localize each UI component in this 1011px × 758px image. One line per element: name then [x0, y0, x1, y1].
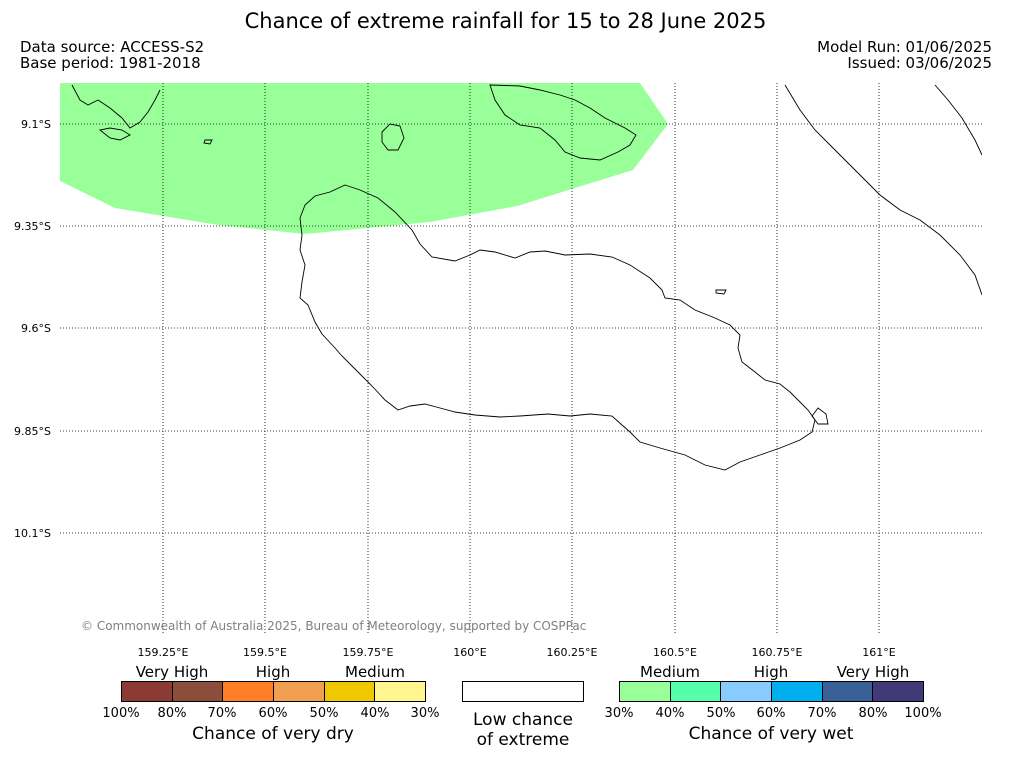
santa-isabel-coastline [489, 84, 637, 161]
dry-tick-1: 100% [102, 706, 140, 721]
wet-caption: Chance of very wet [688, 724, 854, 744]
low-chance-line-1: Low chance [473, 710, 573, 730]
low-chance-box [462, 681, 584, 702]
dry-swatch-2 [172, 682, 224, 701]
wet-tick-7: 100% [904, 706, 942, 721]
malaita-north-coastline [934, 84, 982, 156]
wet-category-very-high: Very High [836, 663, 910, 681]
dry-tick-6: 40% [360, 706, 390, 721]
wet-tick-2: 40% [655, 706, 685, 721]
wet-swatch-5 [822, 682, 874, 701]
small-islet-3 [811, 407, 829, 425]
model-run: Model Run: 01/06/2025 [817, 38, 992, 56]
lat-label-1: 9.1°S [21, 118, 51, 131]
issued-date: Issued: 03/06/2025 [847, 54, 992, 72]
low-chance-caption: Low chance of extreme [453, 710, 593, 750]
wet-tick-6: 80% [858, 706, 888, 721]
small-islet-1 [203, 139, 213, 145]
copyright-notice: © Commonwealth of Australia 2025, Bureau… [81, 619, 587, 633]
northwest-islands-coastline [71, 84, 161, 141]
wet-tick-4: 60% [756, 706, 786, 721]
lon-label-4: 160°E [453, 646, 487, 659]
wet-category-medium: Medium [640, 663, 700, 681]
dry-swatch-3 [223, 682, 275, 701]
lon-label-2: 159.5°E [243, 646, 287, 659]
lat-label-5: 10.1°S [14, 527, 51, 540]
savo-island-coastline [381, 123, 405, 151]
dry-category-medium: Medium [345, 663, 405, 681]
lon-label-1: 159.25°E [137, 646, 189, 659]
lon-label-5: 160.25°E [546, 646, 598, 659]
coastlines [71, 84, 982, 471]
lon-label-8: 161°E [862, 646, 896, 659]
low-chance-line-2: of extreme [476, 730, 570, 750]
dry-tick-3: 70% [207, 706, 237, 721]
dry-swatch-4 [274, 682, 325, 701]
dry-caption: Chance of very dry [192, 724, 354, 744]
wet-tick-3: 50% [706, 706, 736, 721]
wet-tick-1: 30% [604, 706, 634, 721]
wet-swatch-1 [620, 682, 671, 701]
dry-swatch-5 [324, 682, 376, 701]
meta-left: Data source: ACCESS-S2 Base period: 1981… [20, 39, 204, 71]
small-islet-2 [715, 289, 727, 295]
dry-tick-5: 50% [309, 706, 339, 721]
rainfall-map [60, 83, 982, 635]
wet-tick-5: 70% [807, 706, 837, 721]
dry-tick-2: 80% [157, 706, 187, 721]
wet-swatch-3 [721, 682, 773, 701]
base-period: Base period: 1981-2018 [20, 54, 201, 72]
gridlines [60, 83, 982, 635]
dry-swatch-1 [122, 682, 173, 701]
dry-colorbar [121, 681, 426, 702]
wet-swatch-4 [772, 682, 823, 701]
lat-label-3: 9.6°S [21, 322, 51, 335]
lat-label-4: 9.85°S [14, 425, 51, 438]
dry-category-high: High [255, 663, 291, 681]
lat-label-2: 9.35°S [14, 220, 51, 233]
data-source: Data source: ACCESS-S2 [20, 38, 205, 56]
wet-swatch-6 [873, 682, 924, 701]
wet-category-high: High [753, 663, 789, 681]
meta-right: Model Run: 01/06/2025 Issued: 03/06/2025 [817, 39, 992, 71]
wet-swatch-2 [670, 682, 722, 701]
dry-tick-4: 60% [258, 706, 288, 721]
lon-label-6: 160.5°E [653, 646, 697, 659]
dry-category-very-high: Very High [135, 663, 209, 681]
dry-tick-7: 30% [410, 706, 440, 721]
map-title: Chance of extreme rainfall for 15 to 28 … [244, 9, 767, 33]
wet-colorbar [619, 681, 924, 702]
malaita-coastline [784, 84, 982, 296]
lon-label-7: 160.75°E [751, 646, 803, 659]
dry-swatch-6 [375, 682, 426, 701]
guadalcanal-coastline [299, 184, 816, 471]
lon-label-3: 159.75°E [342, 646, 394, 659]
wet-medium-region [60, 83, 668, 234]
